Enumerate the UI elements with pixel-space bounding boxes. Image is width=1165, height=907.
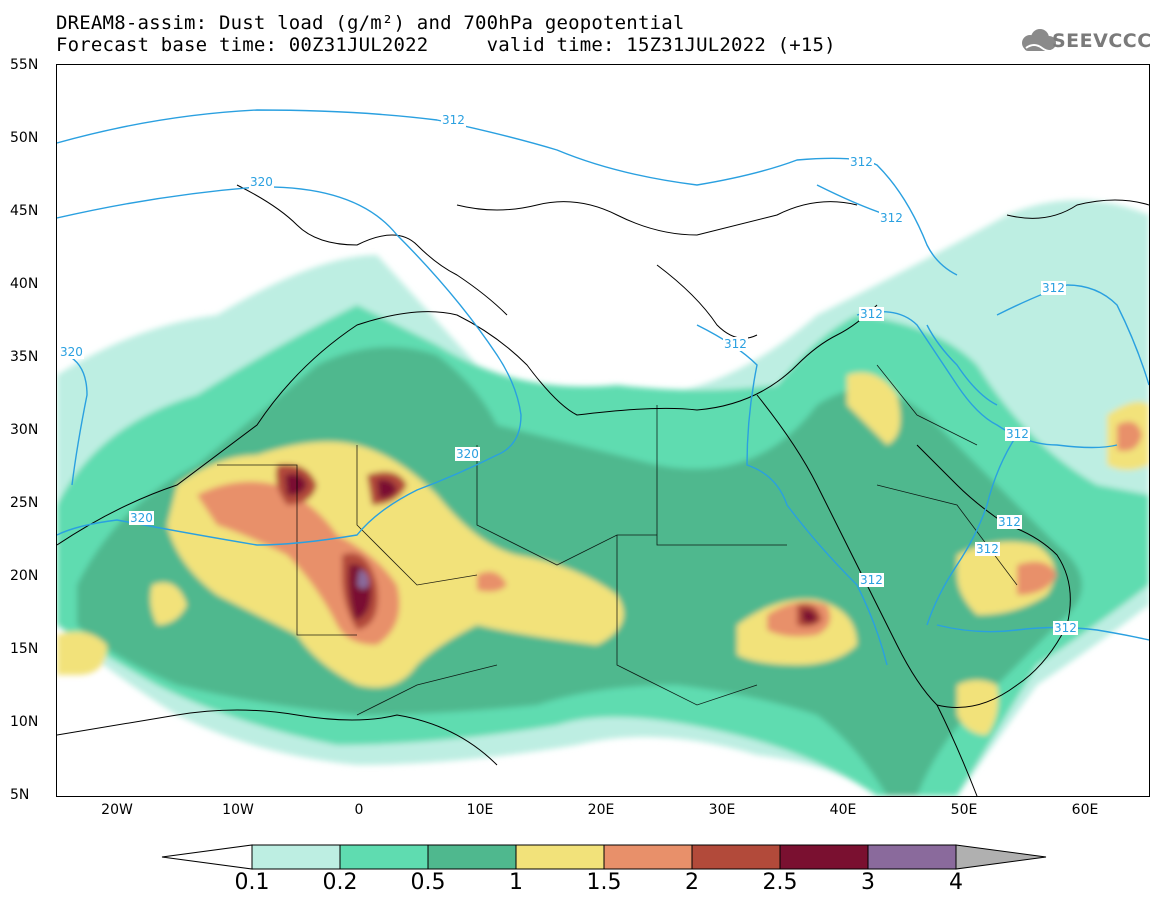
lon-label: 60E [1071, 802, 1099, 818]
contour-label: 312 [975, 542, 1000, 556]
lon-label: 10E [466, 802, 494, 818]
colorbar-swatch [691, 844, 781, 870]
colorbar-label: 1 [509, 870, 523, 895]
colorbar-swatch [251, 844, 341, 870]
colorbar-label: 2.5 [762, 870, 798, 895]
contour-label: 312 [859, 573, 884, 587]
lat-label: 55N [10, 57, 39, 73]
lon-label: 10W [222, 802, 254, 818]
lat-label: 5N [10, 787, 30, 803]
lon-label: 30E [708, 802, 736, 818]
contour-label: 312 [859, 307, 884, 321]
contour-label: 312 [441, 113, 466, 127]
lon-label: 40E [829, 802, 857, 818]
logo-text: SEEVCCC [1052, 30, 1152, 52]
contour-label: 320 [129, 511, 154, 525]
contour-label: 312 [1041, 281, 1066, 295]
lat-label: 20N [10, 568, 39, 584]
colorbar-swatch [779, 844, 869, 870]
lat-label: 15N [10, 641, 39, 657]
lat-label: 50N [10, 130, 39, 146]
contour-label: 312 [1005, 427, 1030, 441]
lon-label: 50E [950, 802, 978, 818]
colorbar-label: 3 [861, 870, 875, 895]
borders [217, 364, 1018, 716]
colorbar-swatch [427, 844, 517, 870]
colorbar-label: 2 [685, 870, 699, 895]
lon-label: 20E [587, 802, 615, 818]
lat-label: 10N [10, 714, 39, 730]
contour-label: 312 [997, 515, 1022, 529]
colorbar-label: 1.5 [586, 870, 622, 895]
lon-label: 20W [101, 802, 133, 818]
map-subtitle: Forecast base time: 00Z31JUL2022 valid t… [56, 34, 836, 56]
map-title: DREAM8-assim: Dust load (g/m²) and 700hP… [56, 12, 685, 34]
colorbar-swatch [161, 844, 253, 870]
dust-map: 312 320 320 320 320 312 312 312 312 312 … [56, 64, 1150, 797]
geopotential-contours [57, 109, 1149, 666]
contour-label: 312 [849, 155, 874, 169]
lat-label: 35N [10, 349, 39, 365]
colorbar-swatch [955, 844, 1047, 870]
cloud-icon [1022, 29, 1059, 52]
contour-label: 312 [1053, 621, 1078, 635]
colorbar-label: 0.2 [322, 870, 358, 895]
lat-label: 40N [10, 276, 39, 292]
contour-label: 312 [879, 211, 904, 225]
colorbar-swatch [339, 844, 429, 870]
colorbar-swatch [515, 844, 605, 870]
colorbar [161, 844, 1047, 870]
contour-label: 320 [455, 447, 480, 461]
contour-label: 320 [59, 345, 84, 359]
colorbar-swatch [603, 844, 693, 870]
lon-label: 0 [354, 802, 364, 818]
dust-shading [57, 200, 1149, 796]
colorbar-swatch [867, 844, 957, 870]
lat-label: 30N [10, 422, 39, 438]
colorbar-label: 4 [949, 870, 963, 895]
contour-label: 320 [249, 175, 274, 189]
colorbar-label: 0.1 [234, 870, 270, 895]
lat-label: 25N [10, 495, 39, 511]
contour-label: 312 [723, 337, 748, 351]
lat-label: 45N [10, 203, 39, 219]
colorbar-label: 0.5 [410, 870, 446, 895]
